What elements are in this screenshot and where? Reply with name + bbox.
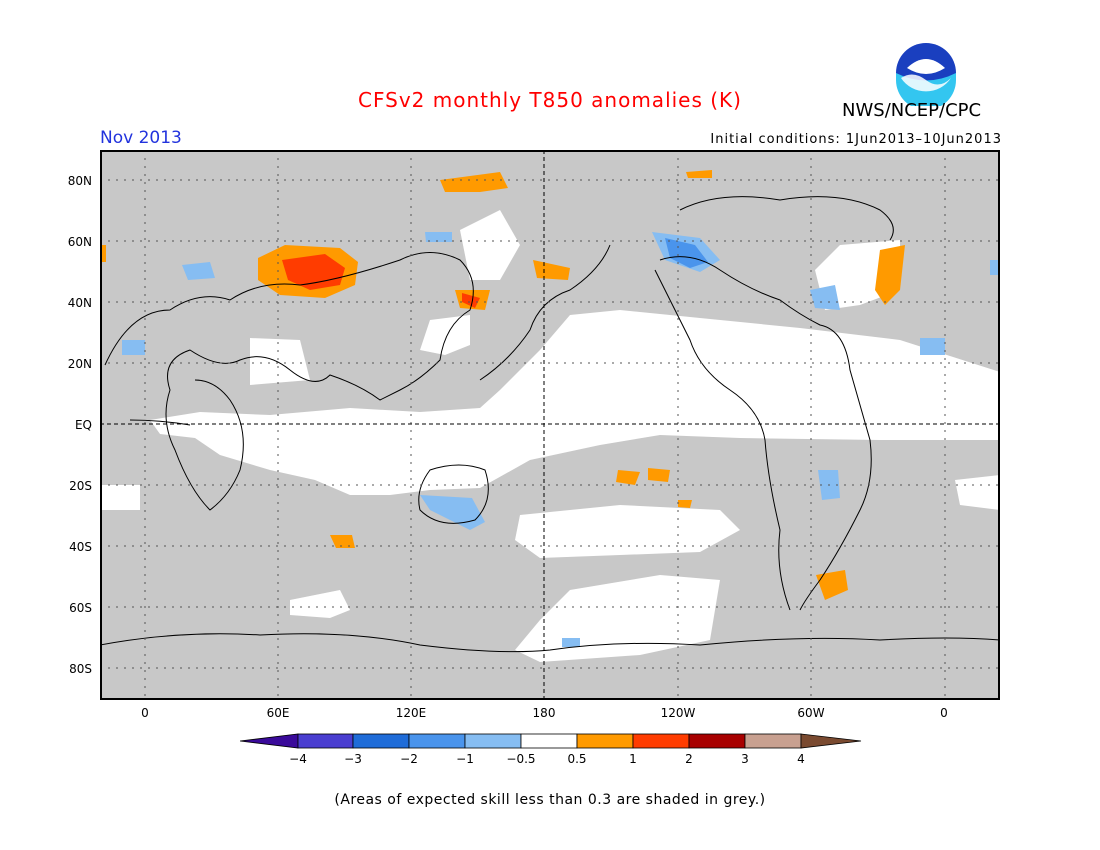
anomaly-map (100, 150, 1000, 700)
colorbar-swatch (408, 733, 466, 749)
colorbar-swatch (744, 733, 802, 749)
colorbar-swatch (520, 733, 578, 749)
lat-label-60n: 60N (67, 235, 92, 249)
colorbar-swatch (576, 733, 634, 749)
colorbar-label: 1 (629, 752, 637, 766)
colorbar-arrow-left (240, 733, 299, 749)
lat-label-60s: 60S (69, 601, 92, 615)
colorbar-label: −0.5 (506, 752, 536, 766)
lat-label-20n: 20N (67, 357, 92, 371)
colorbar-label: 4 (797, 752, 805, 766)
lon-label-60e: 60E (266, 706, 290, 720)
colorbar-arrow-right (800, 733, 862, 749)
colorbar-swatch (688, 733, 746, 749)
lon-label-180: 180 (532, 706, 556, 720)
lon-label-120w: 120W (660, 706, 696, 720)
colorbar-label: −2 (400, 752, 418, 766)
coastlines (100, 196, 1000, 653)
noaa-logo (894, 41, 958, 106)
lon-label-60w: 60W (797, 706, 825, 720)
lat-label-80s: 80S (69, 662, 92, 676)
colorbar-label: 0.5 (567, 752, 587, 766)
colorbar-label: −3 (344, 752, 362, 766)
initial-conditions: Initial conditions: 1Jun2013–10Jun2013 (710, 132, 1002, 147)
strong-warm-anomalies (282, 254, 480, 308)
lat-label-80n: 80N (67, 174, 92, 188)
lon-label-0-right: 0 (940, 706, 948, 720)
colorbar-swatch (352, 733, 410, 749)
map-frame (100, 150, 1000, 700)
warm-anomalies (100, 170, 905, 600)
lat-label-40n: 40N (67, 296, 92, 310)
lat-label-40s: 40S (69, 540, 92, 554)
grid-lines (100, 150, 1000, 700)
lat-label-eq: EQ (74, 418, 92, 432)
organization-label: NWS/NCEP/CPC (842, 100, 982, 121)
colorbar-swatch (464, 733, 522, 749)
colorbar-label: −1 (456, 752, 474, 766)
forecast-month: Nov 2013 (100, 128, 182, 148)
colorbar (240, 733, 862, 749)
colorbar-label: −4 (289, 752, 307, 766)
colorbar-swatch (632, 733, 690, 749)
colorbar-swatch (297, 733, 354, 749)
colorbar-label: 3 (741, 752, 749, 766)
skill-note: (Areas of expected skill less than 0.3 a… (334, 792, 766, 808)
lon-label-120e: 120E (395, 706, 427, 720)
lat-label-20s: 20S (69, 479, 92, 493)
colorbar-label: 2 (685, 752, 693, 766)
chart-title: CFSv2 monthly T850 anomalies (K) (358, 88, 742, 112)
lon-label-0-left: 0 (141, 706, 149, 720)
strong-cool-anomalies (665, 238, 708, 268)
